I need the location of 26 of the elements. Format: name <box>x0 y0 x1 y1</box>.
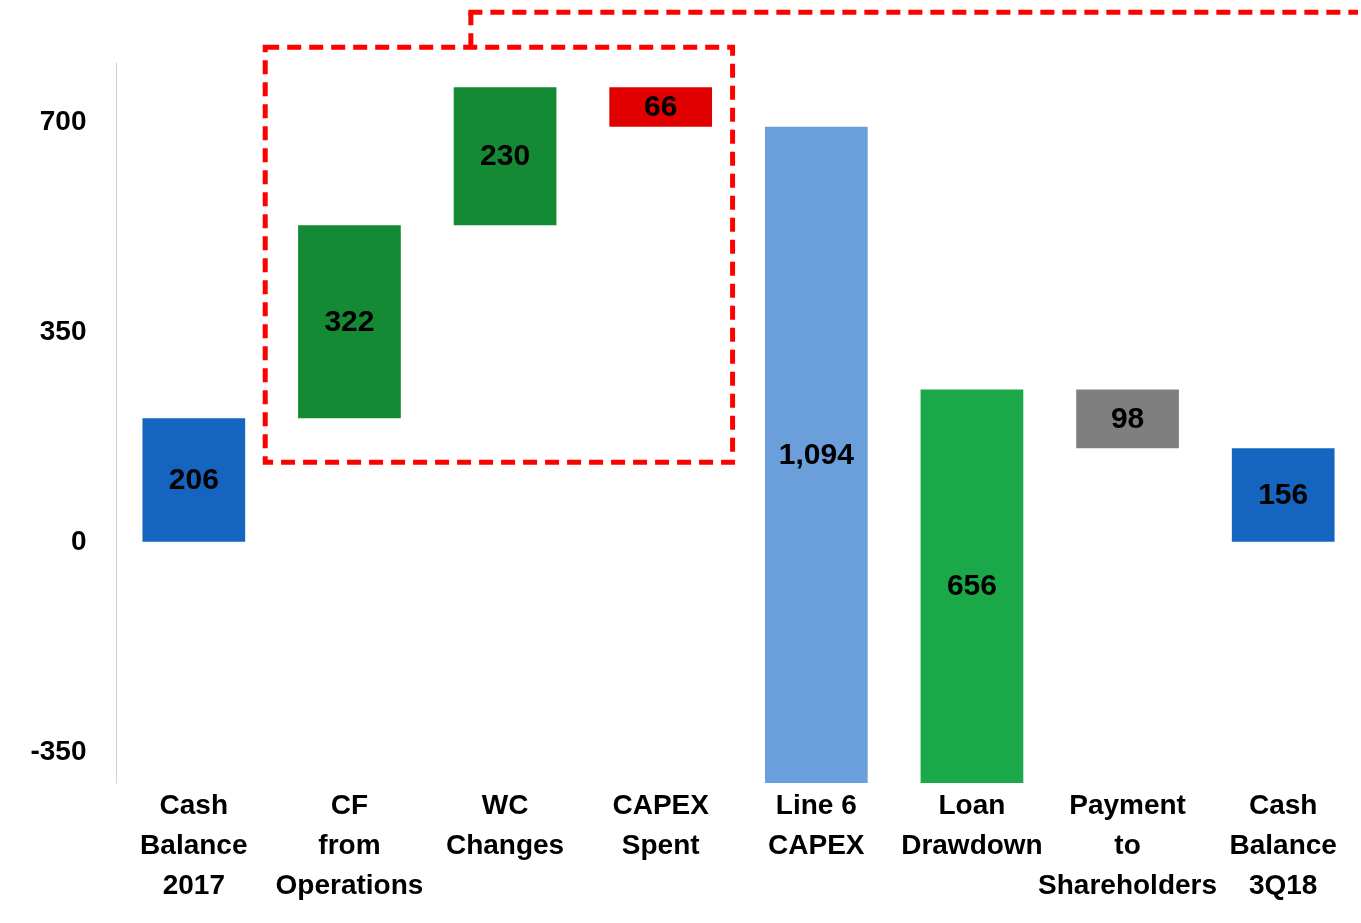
bar <box>1076 389 1179 449</box>
bar <box>1231 448 1335 542</box>
y-tick-label: 0 <box>70 525 87 557</box>
y-tick-label: 700 <box>39 105 87 137</box>
bar <box>453 87 557 226</box>
x-tick-label: CAPEX Spent <box>612 788 710 860</box>
x-tick-label: CF from Operations <box>275 788 424 900</box>
data-label: 206 <box>168 462 219 496</box>
x-tick-label: WC Changes <box>445 788 565 860</box>
data-label: 1,094 <box>778 436 855 470</box>
bar <box>298 225 401 419</box>
x-tick-label: Line 6 CAPEX <box>768 788 865 860</box>
data-label: 98 <box>1110 400 1145 434</box>
data-label: 656 <box>946 568 997 602</box>
data-label: 230 <box>480 138 531 172</box>
data-label: 156 <box>1258 477 1309 511</box>
bar <box>609 87 713 127</box>
y-tick-label: -350 <box>30 735 87 767</box>
data-label: 66 <box>644 88 678 122</box>
y-tick-label: 350 <box>39 315 87 347</box>
data-label: 322 <box>324 303 375 337</box>
bar <box>920 389 1024 783</box>
x-tick-label: Cash Balance 2017 <box>140 788 248 900</box>
bar <box>142 418 246 542</box>
x-tick-label: Cash Balance 3Q18 <box>1229 788 1337 900</box>
bar <box>764 126 868 783</box>
